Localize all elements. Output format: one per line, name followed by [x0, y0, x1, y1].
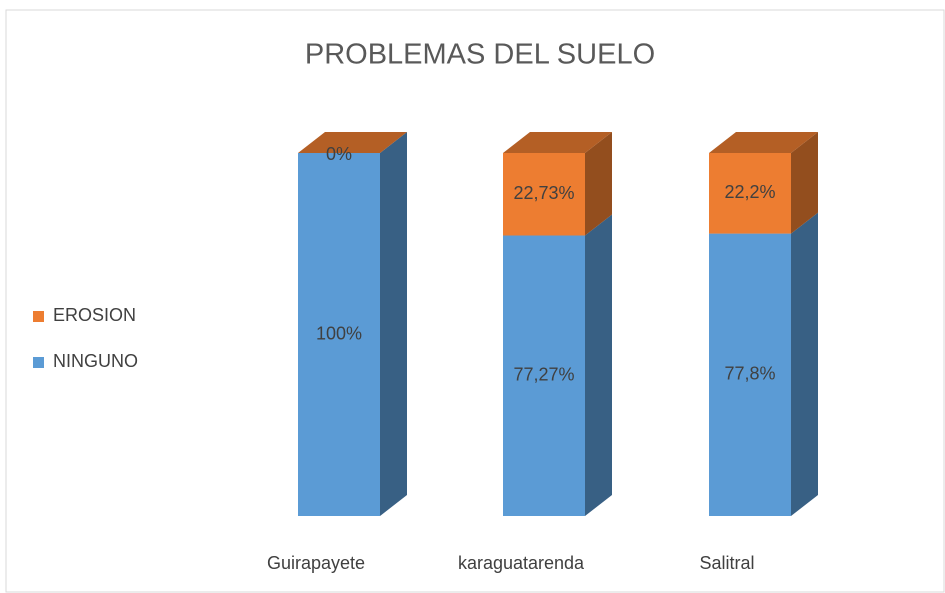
x-tick-label: Guirapayete [267, 553, 365, 573]
data-label: 100% [316, 323, 362, 343]
data-label: 22,2% [724, 182, 775, 202]
bar-segment [503, 153, 585, 236]
bar-side [791, 132, 818, 234]
bar-top [298, 132, 407, 153]
legend-swatch [33, 311, 44, 322]
bar-segment [503, 235, 585, 517]
legend-label: EROSION [53, 305, 136, 325]
bar-side [585, 132, 612, 236]
bar-top [503, 132, 612, 153]
bar-top [709, 132, 818, 153]
bar-segment [709, 153, 791, 234]
data-label: 0% [326, 144, 352, 164]
data-label: 22,73% [513, 183, 574, 203]
x-tick-label: Salitral [699, 553, 754, 573]
legend-swatch [33, 357, 44, 368]
x-tick-label: karaguatarenda [458, 553, 585, 573]
bar-side [380, 132, 407, 516]
bar-side [791, 212, 818, 516]
chart-title: PROBLEMAS DEL SUELO [305, 39, 655, 71]
data-label: 77,27% [513, 365, 574, 385]
bar-segment [709, 233, 791, 516]
bar-side [585, 214, 612, 517]
legend-label: NINGUNO [53, 351, 138, 371]
data-label: 77,8% [724, 364, 775, 384]
bar-segment [298, 153, 380, 516]
